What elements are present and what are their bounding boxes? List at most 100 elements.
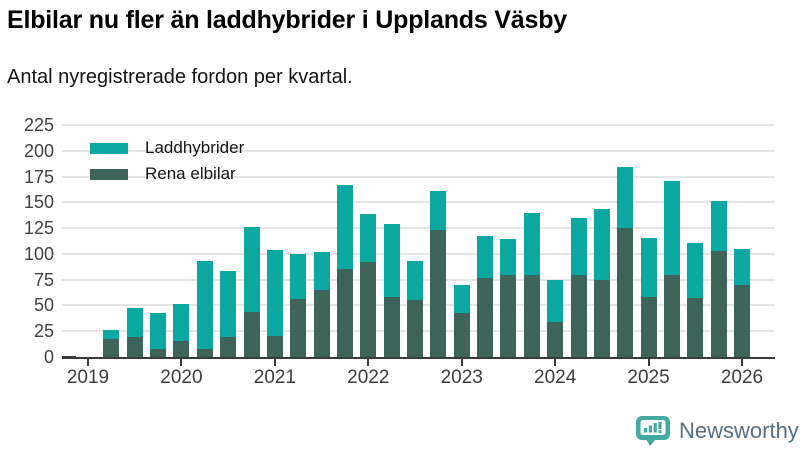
x-tick-label-2024: 2024 (534, 367, 577, 388)
bar-segment-rena-elbilar-2021-q3 (313, 289, 330, 357)
bar-segment-laddhybrider-2022-q3 (407, 261, 423, 301)
gridline-150 (62, 201, 775, 204)
gridline-200 (62, 149, 775, 152)
legend-swatch-rena-elbilar (90, 168, 128, 180)
bar-segment-laddhybrider-2026-q1 (734, 248, 750, 285)
x-axis-line (62, 357, 775, 359)
y-tick-label-175: 175 (23, 166, 54, 187)
bar-segment-rena-elbilar-2023-q2 (477, 277, 494, 357)
x-tick-2020 (180, 359, 183, 366)
legend-label-rena-elbilar: Rena elbilar (145, 164, 236, 183)
bar-segment-rena-elbilar-2020-q4 (243, 311, 260, 357)
bar-segment-laddhybrider-2023-q2 (477, 236, 494, 278)
newsworthy-logo: Newsworthy (635, 415, 799, 446)
legend-swatch-laddhybrider (90, 142, 128, 154)
gridline-100 (62, 252, 775, 255)
bar-segment-rena-elbilar-2019-q2 (103, 339, 120, 357)
x-tick-2019 (87, 359, 89, 366)
x-tick-label-2020: 2020 (160, 367, 203, 388)
bar-segment-laddhybrider-2019-q2 (103, 330, 120, 340)
bar-segment-laddhybrider-2023-q1 (453, 284, 470, 313)
bar-segment-laddhybrider-2024-q2 (570, 217, 587, 275)
bar-segment-laddhybrider-2021-q3 (313, 251, 330, 290)
bar-segment-laddhybrider-2019-q3 (126, 307, 143, 338)
bar-segment-rena-elbilar-2019-q3 (126, 337, 143, 357)
bar-segment-rena-elbilar-2025-q4 (710, 250, 727, 357)
bar-segment-laddhybrider-2023-q4 (523, 212, 540, 275)
x-tick-label-2026: 2026 (720, 367, 764, 388)
x-tick-2023 (460, 359, 463, 366)
newsworthy-wordmark: Newsworthy (679, 417, 799, 443)
bar-segment-rena-elbilar-2019-q4 (150, 348, 167, 357)
bar-segment-laddhybrider-2023-q3 (500, 239, 517, 275)
y-tick-label-25: 25 (33, 321, 54, 342)
bar-segment-rena-elbilar-2024-q1 (547, 321, 564, 357)
bar-segment-rena-elbilar-2024-q4 (617, 228, 634, 357)
chart-legend: Laddhybrider Rena elbilar (90, 135, 244, 187)
y-tick-label-50: 50 (33, 295, 54, 316)
legend-item-rena-elbilar: Rena elbilar (90, 161, 244, 187)
bar-segment-laddhybrider-2022-q4 (430, 191, 447, 231)
x-tick-2026 (741, 359, 743, 366)
bar-segment-laddhybrider-2025-q3 (687, 242, 704, 299)
bar-segment-laddhybrider-2020-q1 (173, 304, 190, 341)
bar-segment-rena-elbilar-2022-q3 (407, 300, 423, 357)
bar-segment-laddhybrider-2021-q1 (266, 249, 283, 337)
y-tick-label-125: 125 (23, 218, 54, 239)
bar-segment-laddhybrider-2020-q3 (220, 271, 237, 338)
bar-segment-rena-elbilar-2023-q4 (523, 274, 540, 357)
bar-segment-rena-elbilar-2022-q2 (383, 297, 400, 357)
bar-segment-rena-elbilar-2025-q3 (687, 298, 704, 357)
bar-segment-laddhybrider-2024-q1 (547, 279, 564, 322)
bar-segment-laddhybrider-2022-q2 (383, 224, 400, 298)
bar-segment-rena-elbilar-2021-q4 (336, 269, 353, 357)
bar-segment-laddhybrider-2025-q1 (640, 238, 657, 298)
bar-segment-laddhybrider-2025-q4 (710, 201, 727, 251)
bar-segment-laddhybrider-2022-q1 (360, 213, 377, 263)
x-tick-label-2019: 2019 (66, 367, 110, 388)
gridline-225 (62, 124, 775, 126)
bar-segment-rena-elbilar-2023-q1 (453, 312, 470, 357)
bar-segment-rena-elbilar-2021-q2 (290, 299, 307, 357)
gridline-175 (62, 175, 775, 178)
legend-item-laddhybrider: Laddhybrider (90, 135, 244, 161)
y-tick-label-200: 200 (23, 140, 54, 161)
x-tick-label-2025: 2025 (627, 367, 670, 388)
bar-segment-rena-elbilar-2020-q3 (220, 337, 237, 357)
x-tick-2024 (554, 359, 557, 366)
y-tick-label-100: 100 (23, 243, 54, 264)
bar-segment-rena-elbilar-2023-q3 (500, 274, 517, 357)
chart-subtitle: Antal nyregistrerade fordon per kvartal. (7, 66, 353, 88)
x-tick-2022 (367, 359, 370, 366)
bar-segment-rena-elbilar-2025-q1 (640, 297, 657, 357)
y-tick-label-75: 75 (33, 269, 54, 290)
y-tick-label-0: 0 (43, 347, 54, 367)
bar-segment-rena-elbilar-2020-q1 (173, 340, 190, 357)
bar-segment-rena-elbilar-2022-q1 (360, 262, 377, 357)
bar-segment-rena-elbilar-2021-q1 (266, 336, 283, 357)
bar-segment-laddhybrider-2020-q4 (243, 227, 260, 312)
gridline-125 (62, 227, 775, 230)
bar-segment-laddhybrider-2024-q4 (617, 167, 634, 229)
bar-segment-laddhybrider-2019-q4 (150, 312, 167, 349)
plot-area: Laddhybrider Rena elbilar (62, 124, 775, 357)
chart-title: Elbilar nu fler än laddhybrider i Upplan… (7, 6, 567, 34)
y-tick-label-150: 150 (23, 192, 54, 213)
bar-segment-rena-elbilar-2025-q2 (663, 274, 680, 357)
bar-segment-laddhybrider-2025-q2 (663, 180, 680, 275)
legend-label-laddhybrider: Laddhybrider (145, 138, 245, 157)
bar-segment-laddhybrider-2021-q4 (336, 184, 353, 270)
x-tick-label-2021: 2021 (253, 367, 296, 388)
bar-segment-rena-elbilar-2024-q2 (570, 274, 587, 357)
y-tick-label-225: 225 (23, 115, 54, 135)
bar-segment-laddhybrider-2021-q2 (290, 253, 307, 300)
bar-segment-rena-elbilar-2024-q3 (593, 279, 610, 357)
newsworthy-bubble-chart-icon (636, 416, 670, 446)
bar-segment-laddhybrider-2024-q3 (593, 208, 610, 280)
bar-segment-rena-elbilar-2026-q1 (734, 284, 750, 357)
x-tick-label-2023: 2023 (440, 367, 483, 388)
x-tick-label-2022: 2022 (347, 367, 390, 388)
bar-segment-laddhybrider-2020-q2 (196, 261, 213, 349)
bar-segment-rena-elbilar-2022-q4 (430, 230, 447, 357)
